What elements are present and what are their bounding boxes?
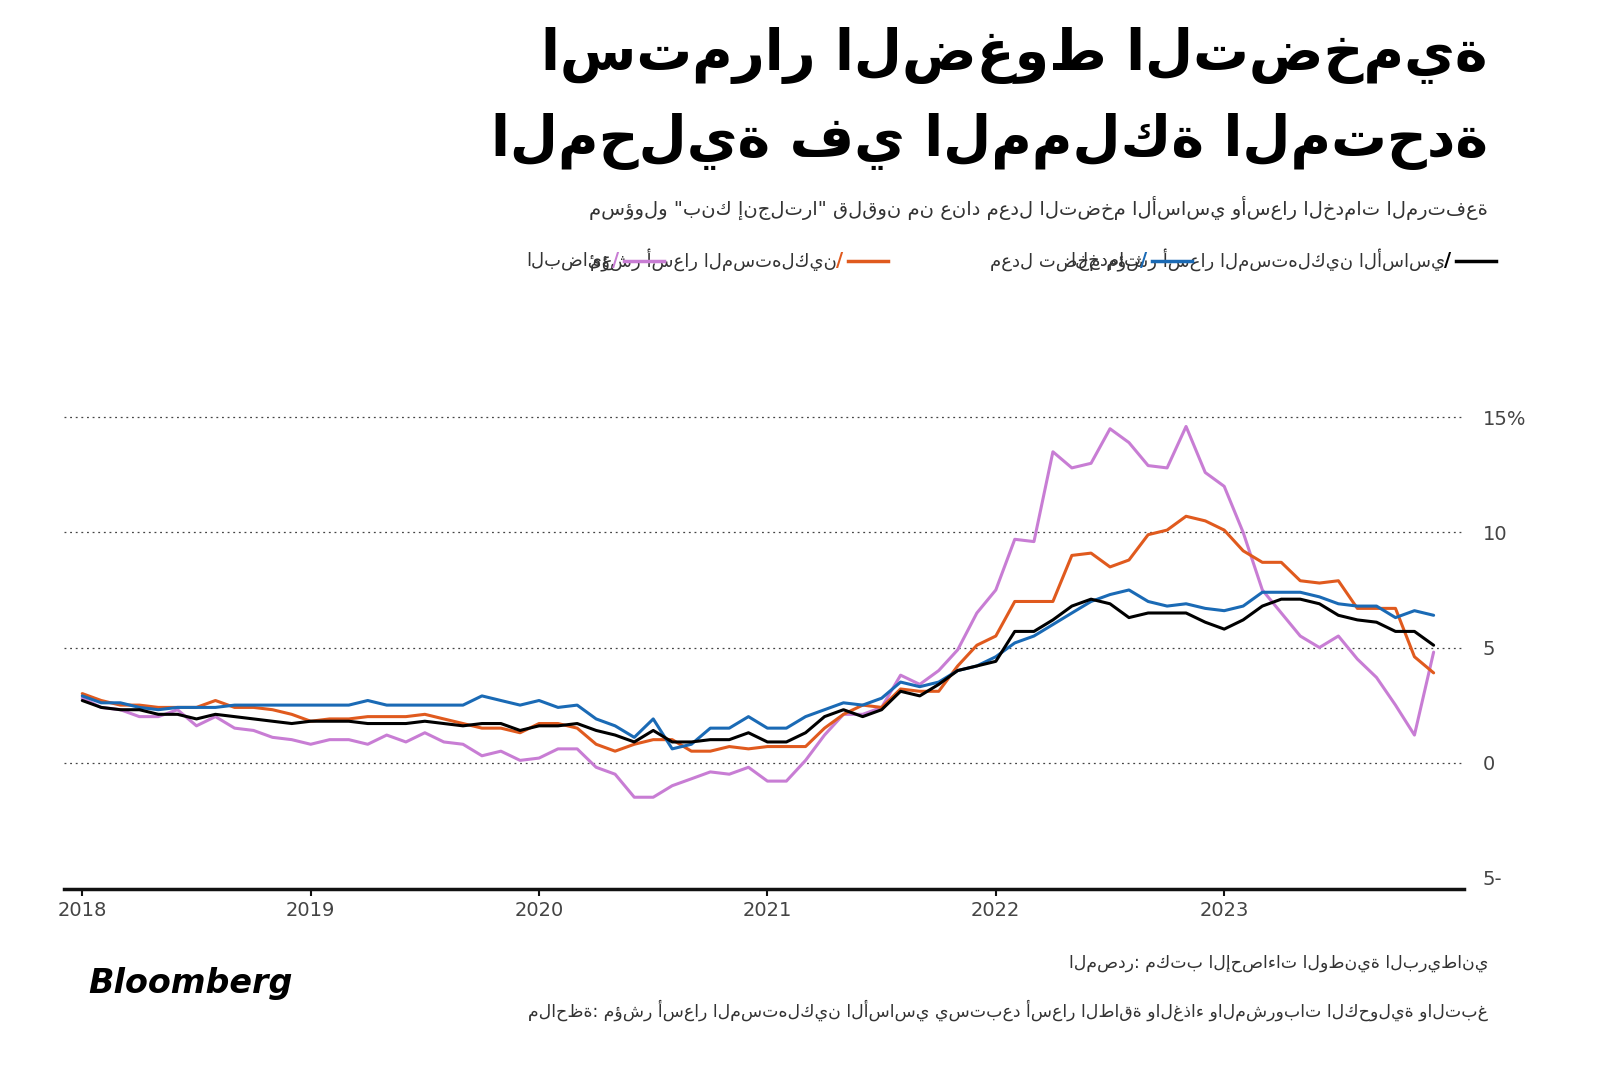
Text: /: / — [837, 251, 843, 271]
Text: مسؤولو "بنك إنجلترا" قلقون من عناد معدل التضخم الأساسي وأسعار الخدمات المرتفعة: مسؤولو "بنك إنجلترا" قلقون من عناد معدل … — [589, 196, 1488, 220]
Text: مؤشر أسعار المستهلكين: مؤشر أسعار المستهلكين — [590, 249, 837, 273]
Text: /: / — [613, 251, 619, 271]
Text: المصدر: مكتب الإحصاءات الوطنية البريطاني: المصدر: مكتب الإحصاءات الوطنية البريطاني — [1069, 954, 1488, 972]
Text: Bloomberg: Bloomberg — [88, 967, 293, 999]
Text: /: / — [1141, 251, 1147, 271]
Text: البضائع: البضائع — [526, 251, 613, 271]
Text: معدل تضخم مؤشر أسعار المستهلكين الأساسي: معدل تضخم مؤشر أسعار المستهلكين الأساسي — [990, 249, 1445, 273]
Text: الخدمات: الخدمات — [1070, 252, 1141, 270]
Text: استمرار الضغوط التضخمية: استمرار الضغوط التضخمية — [541, 27, 1488, 84]
Text: /: / — [1445, 251, 1451, 271]
Text: ملاحظة: مؤشر أسعار المستهلكين الأساسي يستبعد أسعار الطاقة والغذاء والمشروبات الك: ملاحظة: مؤشر أسعار المستهلكين الأساسي يس… — [528, 999, 1488, 1021]
Text: المحلية في المملكة المتحدة: المحلية في المملكة المتحدة — [491, 113, 1488, 170]
